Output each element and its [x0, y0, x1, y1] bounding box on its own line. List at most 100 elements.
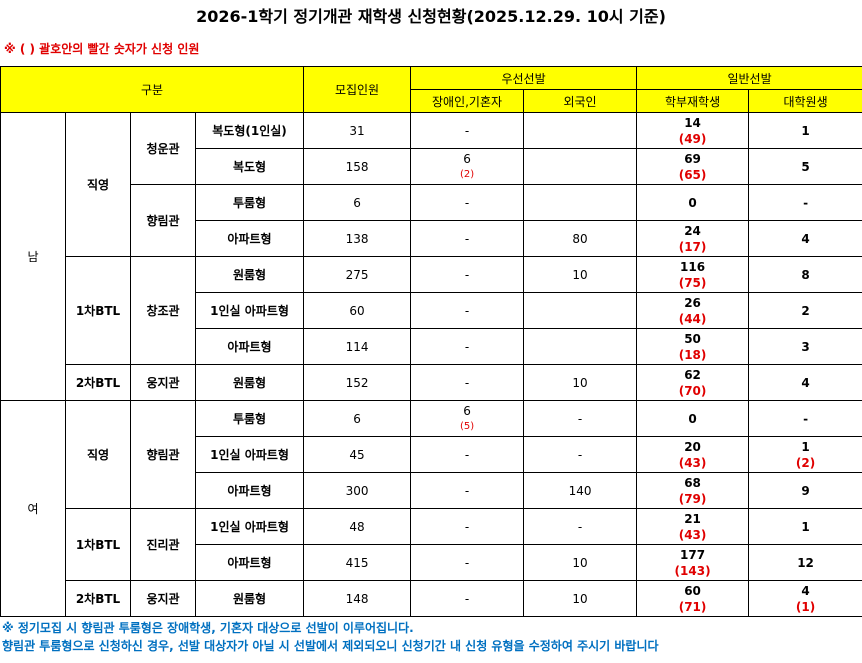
grad-value: 1: [801, 439, 810, 454]
disabled-value: -: [464, 303, 470, 318]
room-type: 원룸형: [194, 364, 305, 401]
quota: 6: [303, 184, 412, 221]
undergrad-applied: (75): [678, 275, 707, 290]
foreign: -: [523, 400, 638, 437]
disabled-cell: 6 (5): [410, 400, 525, 437]
disabled-applied: (2): [459, 168, 475, 180]
gender: 남: [0, 112, 66, 401]
table-body: 남 직영 청운관 복도형(1인실) 31-14 (49) 1 복도형 158 6 (2) 69 (65)…: [0, 112, 862, 617]
status-table: 구분 모집인원 우선선발 일반선발 장애인,기혼자 외국인 학부재학생 대학원생…: [0, 66, 862, 617]
quota: 60: [303, 292, 412, 329]
row: 2차BTL 웅지관 원룸형 152-10 62 (70) 4: [1, 364, 862, 401]
grad-cell: 4: [748, 220, 862, 257]
foreign: 10: [523, 256, 638, 293]
disabled-cell: -: [410, 292, 525, 329]
undergrad-applied: (143): [674, 563, 711, 578]
undergrad-cell: 14 (49): [636, 112, 750, 149]
row: 아파트형 415-10 177 (143) 12: [1, 544, 862, 581]
grad-value: 5: [801, 159, 810, 174]
building: 향림관: [130, 184, 196, 257]
note: ※ ( ) 괄호안의 빨간 숫자가 신청 인원: [4, 42, 200, 56]
room-type: 아파트형: [194, 220, 305, 257]
undergrad-cell: 69 (65): [636, 148, 750, 185]
grad-value: -: [803, 411, 809, 426]
undergrad-cell: 177 (143): [636, 544, 750, 581]
grad-value: 4: [801, 375, 810, 390]
dorm-type: 2차BTL: [65, 364, 131, 401]
row: 남 직영 청운관 복도형(1인실) 31 - 14 (49) 1: [0, 112, 862, 401]
quota: 114: [303, 328, 412, 365]
disabled-value: -: [464, 123, 470, 138]
footer-note: 향림관 투룸형으로 신청하신 경우, 선발 대상자가 아닐 시 선발에서 제외되…: [2, 639, 659, 653]
grad-cell: 9: [748, 472, 862, 509]
header-general: 일반선발: [636, 66, 862, 90]
disabled-value: -: [464, 555, 470, 570]
disabled-value: -: [464, 519, 470, 534]
quota: 158: [303, 148, 412, 185]
disabled-value: -: [464, 339, 470, 354]
undergrad-value: 21: [684, 511, 701, 526]
quota: 31: [303, 112, 412, 149]
room-type: 아파트형: [194, 544, 305, 581]
grad-cell: -: [748, 184, 862, 221]
room-type: 복도형: [194, 148, 305, 185]
disabled-cell: -: [410, 184, 525, 221]
foreign: 10: [523, 364, 638, 401]
undergrad-applied: (71): [678, 599, 707, 614]
undergrad-value: 68: [684, 475, 701, 490]
header-foreign: 외국인: [523, 89, 638, 113]
quota: 45: [303, 436, 412, 473]
disabled-value: -: [464, 591, 470, 606]
undergrad-value: 0: [688, 195, 697, 210]
dorm-type: 직영: [65, 112, 131, 257]
grad-cell: 8: [748, 256, 862, 293]
undergrad-cell: 116 (75): [636, 256, 750, 293]
grad-cell: 1 (2): [748, 436, 862, 473]
grad-cell: 4: [748, 364, 862, 401]
grad-cell: 1: [748, 508, 862, 545]
undergrad-value: 69: [684, 151, 701, 166]
grad-cell: 3: [748, 328, 862, 365]
undergrad-applied: (43): [678, 527, 707, 542]
title: 2026-1학기 정기개관 재학생 신청현황(2025.12.29. 10시 기…: [196, 7, 666, 26]
dorm-type: 직영: [65, 400, 131, 509]
undergrad-cell: 50 (18): [636, 328, 750, 365]
building: 진리관: [130, 508, 196, 581]
building: 향림관: [130, 400, 196, 509]
gender: 여: [0, 400, 66, 617]
undergrad-cell: 68 (79): [636, 472, 750, 509]
quota: 148: [303, 580, 412, 617]
foreign: [523, 184, 638, 221]
undergrad-applied: (17): [678, 239, 707, 254]
quota: 48: [303, 508, 412, 545]
room-type: 원룸형: [194, 256, 305, 293]
undergrad-cell: 0: [636, 184, 750, 221]
disabled-cell: -: [410, 112, 525, 149]
undergrad-value: 26: [684, 295, 701, 310]
undergrad-applied: (79): [678, 491, 707, 506]
foreign: [523, 148, 638, 185]
disabled-value: -: [464, 483, 470, 498]
building: 창조관: [130, 256, 196, 365]
quota: 138: [303, 220, 412, 257]
disabled-value: -: [464, 195, 470, 210]
undergrad-applied: (18): [678, 347, 707, 362]
undergrad-cell: 21 (43): [636, 508, 750, 545]
undergrad-cell: 26 (44): [636, 292, 750, 329]
undergrad-value: 50: [684, 331, 701, 346]
room-type: 1인실 아파트형: [194, 508, 305, 545]
room-type: 아파트형: [194, 328, 305, 365]
disabled-cell: -: [410, 472, 525, 509]
room-type: 투룸형: [194, 184, 305, 221]
foreign: -: [523, 508, 638, 545]
quota: 6: [303, 400, 412, 437]
disabled-applied: (5): [459, 420, 475, 432]
row: 1인실 아파트형 60 - 26 (44) 2: [1, 292, 862, 329]
grad-cell: -: [748, 400, 862, 437]
quota: 275: [303, 256, 412, 293]
disabled-value: -: [464, 267, 470, 282]
foreign: 10: [523, 544, 638, 581]
disabled-cell: -: [410, 256, 525, 293]
footer-note: ※ 정기모집 시 향림관 투룸형은 장애학생, 기혼자 대상으로 선발이 이루어…: [2, 621, 414, 635]
disabled-cell: 6 (2): [410, 148, 525, 185]
